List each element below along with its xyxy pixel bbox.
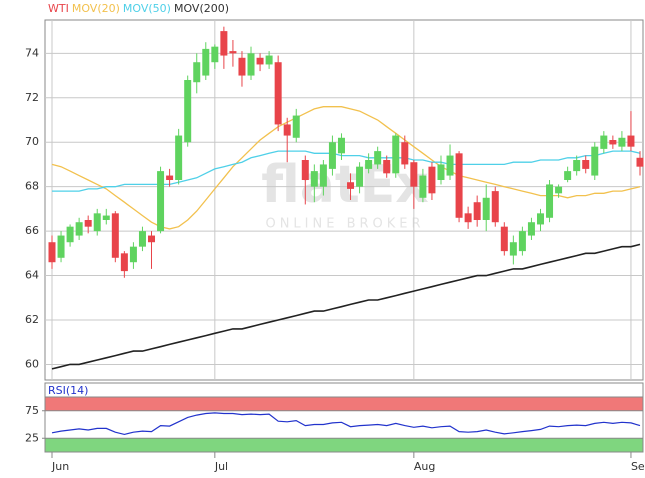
candle-body: [591, 146, 599, 176]
candle-body: [618, 137, 626, 147]
y-tick-label: 66: [25, 224, 39, 237]
candle-body: [356, 166, 364, 187]
legend-entry: MOV(20): [72, 2, 120, 15]
x-tick-label: Jun: [51, 460, 69, 473]
candle-body: [473, 202, 481, 220]
candle-body: [57, 235, 65, 258]
candle-body: [392, 135, 400, 174]
candle-body: [555, 186, 563, 194]
candle-body: [310, 171, 318, 187]
candle-body: [256, 57, 264, 65]
candle-body: [166, 175, 174, 180]
candle-body: [319, 164, 327, 187]
moving-average: [51, 243, 641, 370]
watermark: flatEx: [261, 155, 429, 215]
candle-body: [66, 226, 74, 243]
candle-body: [238, 57, 246, 76]
x-tick-label: Aug: [414, 460, 435, 473]
moving-average: [52, 150, 641, 192]
candle-body: [347, 182, 355, 189]
y-tick-label: 64: [25, 269, 39, 282]
candle-body: [111, 213, 119, 258]
rsi-legend: RSI(14): [48, 384, 88, 397]
y-tick-label: 60: [25, 357, 39, 370]
candle-body: [482, 197, 490, 220]
candle-body: [93, 213, 101, 232]
candle-body: [301, 160, 309, 180]
candle-body: [546, 184, 554, 218]
legend-entry: MOV(200): [174, 2, 229, 15]
candle-body: [265, 55, 273, 65]
candle-body: [536, 213, 544, 225]
y-tick-label: 70: [25, 135, 39, 148]
rsi-band: [44, 396, 644, 412]
x-tick-label: Sep: [631, 460, 645, 473]
candle-body: [48, 242, 56, 263]
candle-body: [428, 166, 436, 194]
candle-body: [365, 160, 373, 169]
rsi-tick-label: 75: [25, 404, 39, 417]
legend: WTI MOV(20) MOV(50) MOV(200): [48, 2, 229, 15]
legend-entry: MOV(50): [123, 2, 171, 15]
candle-body: [627, 135, 635, 147]
rsi-line: [51, 412, 641, 436]
candle-body: [157, 171, 165, 232]
candle-body: [446, 155, 454, 176]
candle-body: [283, 124, 291, 136]
candle-body: [419, 175, 427, 198]
candle-body: [274, 62, 282, 125]
watermark: ONLINE BROKER: [265, 217, 424, 232]
candle-body: [410, 162, 418, 187]
legend-entry: WTI: [48, 2, 69, 15]
candle-body: [374, 151, 382, 165]
candle-body: [600, 135, 608, 149]
candle-body: [84, 220, 92, 227]
rsi-band: [44, 437, 644, 453]
candle-body: [464, 213, 472, 223]
candle-body: [148, 235, 156, 243]
candle-body: [491, 191, 499, 223]
y-tick-label: 68: [25, 180, 39, 193]
candle-body: [292, 115, 300, 138]
y-tick-label: 62: [25, 313, 39, 326]
candle-body: [437, 164, 445, 180]
candle-body: [527, 222, 535, 236]
candle-body: [455, 153, 463, 218]
candle-body: [229, 51, 237, 54]
x-tick-label: Jul: [214, 460, 228, 473]
candle-body: [175, 135, 183, 180]
candle-body: [75, 222, 83, 236]
candle-body: [247, 53, 255, 76]
candle-body: [509, 242, 517, 256]
candle-body: [129, 246, 137, 263]
candle-body: [636, 157, 644, 167]
candle-body: [337, 137, 345, 154]
candle-body: [609, 140, 617, 145]
candle-body: [120, 253, 128, 272]
y-tick-label: 74: [25, 46, 39, 59]
candle-body: [220, 31, 228, 56]
candle-body: [202, 48, 210, 76]
y-tick-label: 72: [25, 91, 39, 104]
candle-body: [383, 160, 391, 174]
rsi-tick-label: 25: [25, 431, 39, 444]
candle-body: [211, 46, 219, 63]
candle-body: [500, 226, 508, 252]
moving-average: [51, 106, 641, 230]
candle-body: [193, 62, 201, 83]
candle-body: [401, 142, 409, 165]
candle-body: [138, 231, 146, 247]
candle-body: [184, 80, 192, 143]
candle-body: [564, 171, 572, 180]
candle-body: [102, 215, 110, 220]
candle-body: [518, 231, 526, 252]
candle-body: [582, 160, 590, 169]
candle-body: [328, 142, 336, 169]
candle-body: [573, 160, 581, 172]
